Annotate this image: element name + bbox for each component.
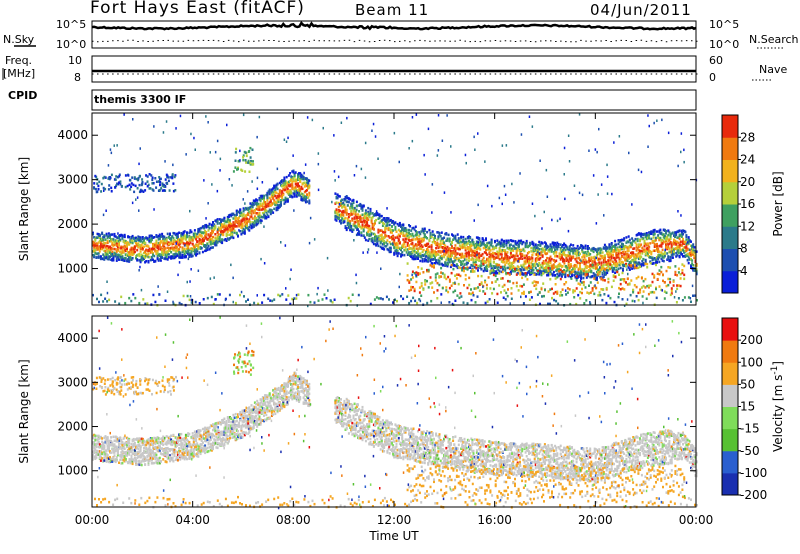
- nsearch-label: N.Search: [749, 33, 799, 46]
- colorbar-tick-label: 16: [740, 197, 755, 211]
- y-tick-label: 3000: [57, 375, 88, 389]
- colorbar-segment: [722, 406, 738, 430]
- x-tick-label: 08:00: [276, 513, 311, 527]
- colorbar-segment: [722, 226, 738, 249]
- beam-label: Beam 11: [355, 1, 430, 19]
- colorbar-segment: [722, 318, 738, 341]
- colorbar-segment: [722, 115, 738, 138]
- colorbar-segment: [722, 472, 738, 496]
- y-tick-label: 1000: [57, 464, 88, 478]
- freq-panel-frame: [91, 55, 697, 83]
- colorbar-segment: [722, 270, 738, 294]
- noise-tick-low-right: 10^0: [709, 38, 740, 51]
- colorbar-tick-label: 100: [740, 355, 763, 369]
- station-title: Fort Hays East (fitACF): [90, 0, 305, 18]
- date-label: 04/Jun/2011: [590, 1, 692, 19]
- x-tick-label: 12:00: [377, 513, 412, 527]
- nave-tick-low: 0: [709, 71, 716, 84]
- colorbar-tick-label: 4: [740, 264, 748, 278]
- y-axis-label: Slant Range [km]: [17, 359, 31, 463]
- colorbar-tick-label: 200: [740, 333, 763, 347]
- nsky-label: N.Sky: [3, 33, 35, 46]
- y-tick-label: 4000: [57, 331, 88, 345]
- colorbar-segment: [722, 340, 738, 363]
- colorbar-segment: [722, 384, 738, 407]
- colorbar-tick-label: 12: [740, 219, 755, 233]
- freq-unit-label: [MHz]: [3, 67, 36, 80]
- y-tick-label: 3000: [57, 173, 88, 187]
- y-axis-label: Slant Range [km]: [17, 157, 31, 261]
- colorbar-segment: [722, 204, 738, 227]
- colorbar-tick-label: 8: [740, 242, 748, 256]
- x-tick-label: 00:00: [679, 513, 714, 527]
- freq-tick-low: 8: [74, 71, 81, 84]
- noise-tick-high-right: 10^5: [709, 18, 740, 31]
- colorbar-label: Power [dB]: [771, 171, 785, 236]
- colorbar-tick-label: 24: [740, 153, 755, 167]
- cpid-panel-frame: [91, 89, 697, 111]
- colorbar-tick-label: 20: [740, 175, 755, 189]
- y-tick-label: 1000: [57, 262, 88, 276]
- colorbar-tick-label: -100: [740, 466, 767, 480]
- colorbar-tick-label: 28: [740, 130, 755, 144]
- colorbar-segment: [722, 248, 738, 272]
- cpid-label: CPID: [8, 89, 38, 102]
- nsearch-line: [92, 39, 698, 43]
- y-tick-label: 2000: [57, 217, 88, 231]
- nave-label: Nave: [759, 63, 788, 76]
- x-axis-label: Time UT: [368, 529, 419, 543]
- colorbar-tick-label: -200: [740, 488, 767, 502]
- colorbar-segment: [722, 362, 738, 385]
- noise-panel-frame: [91, 20, 697, 49]
- colorbar-segment: [722, 181, 738, 205]
- x-tick-label: 20:00: [578, 513, 613, 527]
- nsky-line: [91, 20, 697, 31]
- colorbar-segment: [722, 137, 738, 160]
- y-tick-label: 4000: [57, 128, 88, 142]
- colorbar-tick-label: 50: [740, 377, 755, 391]
- colorbar-tick-label: -15: [740, 422, 760, 436]
- colorbar-segment: [722, 450, 738, 474]
- x-tick-label: 04:00: [175, 513, 210, 527]
- x-tick-label: 00:00: [75, 513, 110, 527]
- power-panel-frame: [91, 112, 697, 306]
- y-tick-label: 2000: [57, 420, 88, 434]
- colorbar-tick-label: -50: [740, 444, 760, 458]
- colorbar-segment: [722, 159, 738, 183]
- nave-tick-high: 60: [709, 54, 723, 67]
- freq-label: Freq.: [5, 54, 33, 67]
- colorbar-label: Velocity [m s-1]: [770, 361, 785, 452]
- velocity-scatter: [92, 316, 698, 510]
- power-scatter: [92, 113, 698, 308]
- noise-tick-high-left: 10^5: [56, 18, 87, 31]
- noise-tick-low-left: 10^0: [56, 38, 87, 51]
- colorbar-tick-label: 15: [740, 400, 755, 414]
- colorbar-segment: [722, 428, 738, 452]
- cpid-value: themis 3300 IF: [94, 93, 187, 106]
- x-tick-label: 16:00: [477, 513, 512, 527]
- freq-tick-high: 10: [68, 54, 82, 67]
